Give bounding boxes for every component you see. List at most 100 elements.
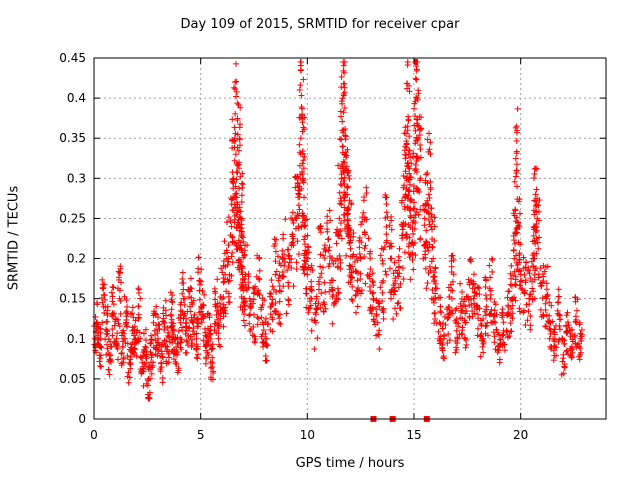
data-point	[341, 180, 348, 187]
data-point	[400, 276, 407, 283]
data-point	[432, 285, 439, 292]
data-point	[391, 288, 398, 295]
data-point	[490, 312, 497, 319]
data-point	[457, 300, 464, 307]
data-point	[568, 347, 575, 354]
data-point	[302, 285, 309, 292]
data-point	[301, 153, 308, 160]
data-point	[179, 327, 186, 334]
data-point	[149, 362, 156, 369]
data-point	[301, 114, 308, 121]
data-point	[142, 326, 149, 333]
data-point	[407, 154, 414, 161]
data-point	[209, 345, 216, 352]
data-point	[417, 154, 424, 161]
data-point	[390, 282, 397, 289]
data-point	[307, 286, 314, 293]
data-point	[514, 127, 521, 134]
data-point	[350, 230, 357, 237]
data-point	[344, 191, 351, 198]
data-point	[103, 318, 110, 325]
data-point	[352, 309, 359, 316]
data-point	[337, 220, 344, 227]
data-point	[435, 294, 442, 301]
data-point	[339, 95, 346, 102]
data-point	[349, 263, 356, 270]
data-point	[187, 333, 194, 340]
data-point	[244, 242, 251, 249]
data-point	[215, 330, 222, 337]
data-point	[189, 301, 196, 308]
data-point	[344, 184, 351, 191]
data-point	[391, 259, 398, 266]
data-point	[367, 266, 374, 273]
data-point	[145, 391, 152, 398]
data-point	[163, 338, 170, 345]
data-point	[546, 318, 553, 325]
data-point	[530, 232, 537, 239]
data-point	[202, 360, 209, 367]
data-point	[405, 187, 412, 194]
data-point	[390, 291, 397, 298]
data-point	[431, 309, 438, 316]
data-point	[516, 282, 523, 289]
data-point	[259, 295, 266, 302]
data-point	[405, 151, 412, 158]
data-point	[137, 354, 144, 361]
data-point	[523, 301, 530, 308]
data-point	[322, 247, 329, 254]
data-point	[480, 338, 487, 345]
data-point	[154, 326, 161, 333]
data-point	[224, 249, 231, 256]
data-point	[172, 336, 179, 343]
data-point	[299, 168, 306, 175]
data-point	[251, 311, 257, 318]
data-point	[267, 304, 274, 311]
data-point	[406, 88, 413, 95]
data-point	[117, 297, 124, 304]
data-point	[402, 168, 409, 175]
data-point	[411, 225, 418, 232]
data-point	[232, 60, 239, 67]
data-point	[577, 349, 584, 356]
data-point	[532, 191, 539, 198]
data-point	[567, 333, 574, 340]
data-point	[390, 315, 397, 322]
data-point	[113, 341, 120, 348]
data-point	[150, 319, 157, 326]
data-point	[438, 309, 445, 316]
data-point	[246, 312, 253, 319]
data-point	[109, 283, 116, 290]
data-point	[220, 279, 227, 286]
data-point	[357, 221, 364, 228]
data-point	[410, 188, 417, 195]
data-point	[167, 289, 174, 296]
data-point	[223, 219, 230, 226]
data-point	[427, 139, 434, 146]
data-point	[527, 275, 534, 282]
data-point	[315, 300, 322, 307]
data-point	[360, 209, 367, 216]
data-point	[542, 300, 549, 307]
data-point	[326, 207, 333, 214]
data-point	[95, 321, 102, 328]
data-point	[253, 273, 260, 280]
data-point	[512, 252, 519, 259]
data-point	[383, 201, 390, 208]
data-point	[241, 252, 248, 259]
data-point	[118, 279, 125, 286]
data-point	[504, 294, 511, 301]
data-point	[424, 180, 431, 187]
data-point	[370, 316, 377, 323]
data-point	[509, 302, 516, 309]
data-point	[347, 237, 354, 244]
data-point	[430, 255, 437, 262]
data-point	[469, 285, 476, 292]
data-point	[550, 357, 557, 364]
data-point	[459, 330, 466, 337]
data-point	[551, 331, 558, 338]
data-point	[383, 231, 390, 238]
data-point	[135, 314, 142, 321]
data-point	[214, 276, 221, 283]
data-point	[305, 309, 312, 316]
